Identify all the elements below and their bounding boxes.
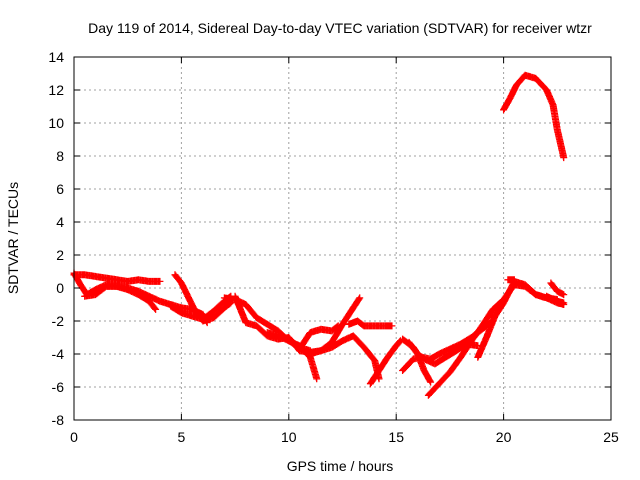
data-track (296, 322, 342, 353)
data-track (171, 271, 235, 325)
x-tick-label: 20 (496, 429, 512, 445)
x-tick-label: 0 (70, 429, 78, 445)
chart-title: Day 119 of 2014, Sidereal Day-to-day VTE… (88, 20, 592, 36)
x-axis-title: GPS time / hours (287, 458, 394, 474)
y-tick-label: 4 (56, 214, 64, 230)
data-track (405, 338, 435, 386)
axis-ticks: 0 5 10 15 20 25 -8 -6 -4 -2 0 2 4 6 8 10 12 14 (48, 49, 619, 445)
x-tick-label: 25 (603, 429, 619, 445)
data-track (366, 337, 404, 388)
data-track (543, 292, 568, 307)
data-track (500, 71, 568, 162)
y-axis-title: SDTVAR / TECUs (5, 182, 21, 294)
x-tick-label: 15 (388, 429, 404, 445)
y-tick-label: 8 (56, 148, 64, 164)
grid-lines (74, 57, 611, 420)
data-track (504, 276, 518, 284)
y-tick-label: -6 (52, 379, 65, 395)
y-tick-label: -4 (52, 346, 65, 362)
x-tick-label: 5 (178, 429, 186, 445)
y-tick-label: 14 (48, 49, 64, 65)
plot-frame (73, 56, 612, 421)
data-track (547, 279, 568, 299)
y-tick-label: 0 (56, 280, 64, 296)
y-tick-label: 6 (56, 181, 64, 197)
y-tick-label: 2 (56, 247, 64, 263)
data-track (263, 329, 321, 383)
x-tick-label: 10 (281, 429, 297, 445)
data-track (345, 317, 396, 330)
data-series (70, 71, 568, 399)
data-track (474, 277, 561, 361)
series-sdtvar (70, 71, 568, 399)
y-tick-label: 10 (48, 115, 64, 131)
data-track (317, 294, 364, 355)
y-tick-label: -8 (52, 412, 65, 428)
y-tick-label: -2 (52, 313, 65, 329)
y-tick-label: 12 (48, 82, 64, 98)
